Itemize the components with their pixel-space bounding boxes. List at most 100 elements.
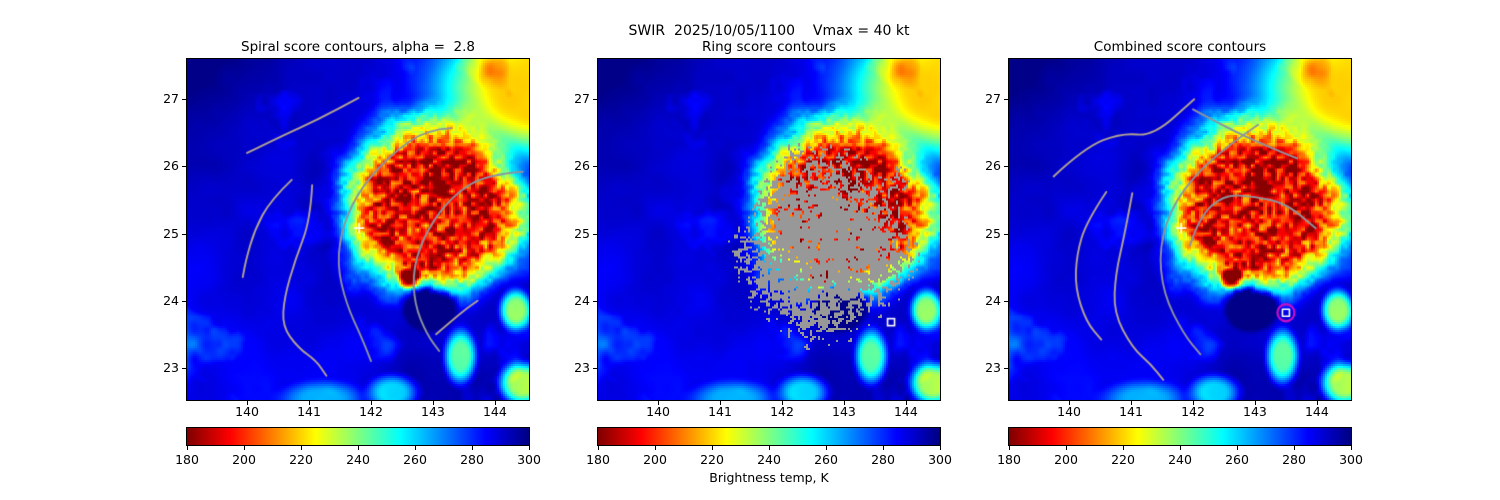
x-tick-label: 141 [297, 404, 321, 419]
x-tick-mark [371, 401, 372, 405]
x-tick-mark [782, 401, 783, 405]
colorbar-tick-label: 300 [517, 452, 541, 467]
x-tick-mark [309, 401, 311, 405]
contour-overlay-ring [598, 59, 940, 400]
colorbar-tick-label: 240 [1168, 452, 1192, 467]
colorbar-tick-label: 220 [700, 452, 724, 467]
colorbar-tick-mark [244, 446, 245, 450]
y-tick-mark [593, 300, 597, 302]
x-tick-mark [658, 401, 660, 405]
colorbar-tick-mark [187, 446, 188, 450]
x-tick-label: 143 [1243, 404, 1267, 419]
y-tick-label: 25 [574, 225, 590, 241]
x-tick-mark [1131, 401, 1133, 405]
y-tick-mark [1004, 367, 1008, 369]
colorbar-tick-mark [415, 446, 416, 450]
x-tick-mark [1254, 401, 1256, 405]
contour-overlay-combined [1009, 59, 1351, 400]
colorbar-gradient [1009, 428, 1351, 445]
y-tick-mark [593, 99, 597, 101]
x-tick-mark [432, 401, 434, 405]
colorbar-ring [597, 427, 941, 446]
colorbar-tick-label: 260 [403, 452, 427, 467]
y-tick-mark [1004, 99, 1008, 101]
panel-title-spiral: Spiral score contours, alpha = 2.8 [241, 39, 475, 55]
x-tick-label: 143 [832, 404, 856, 419]
y-tick-label: 24 [985, 292, 1001, 308]
y-tick-label: 24 [163, 292, 179, 308]
map-panel-spiral [186, 58, 530, 401]
y-tick-label: 23 [985, 359, 1001, 375]
y-tick-mark [182, 300, 186, 302]
y-tick-mark [182, 233, 186, 235]
colorbar-tick-label: 260 [814, 452, 838, 467]
colorbar-tick-mark [358, 446, 359, 450]
colorbar-combined [1008, 427, 1352, 446]
x-tick-mark [1069, 401, 1071, 405]
colorbar-tick-mark [529, 446, 530, 450]
colorbar-tick-mark [1066, 446, 1067, 450]
colorbar-spiral [186, 427, 530, 446]
colorbar-tick-mark [769, 446, 770, 450]
panel-title-combined: Combined score contours [1093, 39, 1267, 55]
colorbar-tick-mark [1180, 446, 1181, 450]
colorbar-tick-mark [940, 446, 941, 450]
x-tick-label: 143 [421, 404, 445, 419]
y-tick-mark [182, 367, 186, 369]
x-tick-mark [720, 401, 722, 405]
y-tick-label: 24 [574, 292, 590, 308]
y-tick-mark [1004, 300, 1008, 302]
colorbar-tick-label: 240 [346, 452, 370, 467]
colorbar-tick-label: 280 [460, 452, 484, 467]
x-tick-label: 140 [235, 404, 260, 419]
colorbar-tick-mark [1009, 446, 1010, 450]
x-tick-mark [905, 401, 907, 405]
y-tick-mark [593, 367, 597, 369]
colorbar-tick-label: 300 [1339, 452, 1363, 467]
colorbar-gradient [598, 428, 940, 445]
colorbar-tick-label: 300 [928, 452, 952, 467]
colorbar-tick-label: 200 [1054, 452, 1078, 467]
colorbar-tick-mark [1123, 446, 1124, 450]
y-tick-label: 25 [163, 225, 179, 241]
y-tick-mark [593, 166, 597, 168]
y-tick-mark [182, 166, 186, 168]
x-tick-mark [1316, 401, 1318, 405]
y-tick-label: 26 [574, 158, 590, 174]
colorbar-tick-label: 240 [757, 452, 781, 467]
map-panel-ring [597, 58, 941, 401]
y-tick-label: 27 [574, 91, 590, 107]
colorbar-tick-mark [472, 446, 473, 450]
y-tick-label: 26 [163, 158, 179, 174]
x-tick-mark [1193, 401, 1194, 405]
x-tick-mark [247, 401, 249, 405]
colorbar-tick-mark [883, 446, 884, 450]
colorbar-tick-mark [301, 446, 302, 450]
colorbar-axis-label: Brightness temp, K [709, 470, 829, 485]
colorbar-tick-mark [598, 446, 599, 450]
colorbar-tick-mark [826, 446, 827, 450]
y-tick-label: 26 [985, 158, 1001, 174]
x-tick-mark [494, 401, 496, 405]
y-tick-label: 27 [985, 91, 1001, 107]
contour-overlay-spiral [187, 59, 529, 400]
colorbar-tick-label: 200 [232, 452, 256, 467]
y-tick-mark [1004, 166, 1008, 168]
x-tick-label: 141 [708, 404, 732, 419]
x-tick-label: 142 [770, 404, 794, 419]
colorbar-gradient [187, 428, 529, 445]
colorbar-tick-label: 180 [175, 452, 199, 467]
colorbar-tick-mark [712, 446, 713, 450]
y-tick-label: 27 [163, 91, 179, 107]
colorbar-tick-label: 200 [643, 452, 667, 467]
colorbar-tick-label: 220 [1111, 452, 1135, 467]
y-tick-label: 25 [985, 225, 1001, 241]
colorbar-tick-mark [655, 446, 656, 450]
colorbar-tick-label: 260 [1225, 452, 1249, 467]
x-tick-label: 140 [646, 404, 671, 419]
x-tick-label: 142 [1181, 404, 1205, 419]
colorbar-tick-mark [1294, 446, 1295, 450]
x-tick-label: 142 [359, 404, 383, 419]
figure-suptitle: SWIR 2025/10/05/1100 Vmax = 40 kt [628, 23, 910, 39]
